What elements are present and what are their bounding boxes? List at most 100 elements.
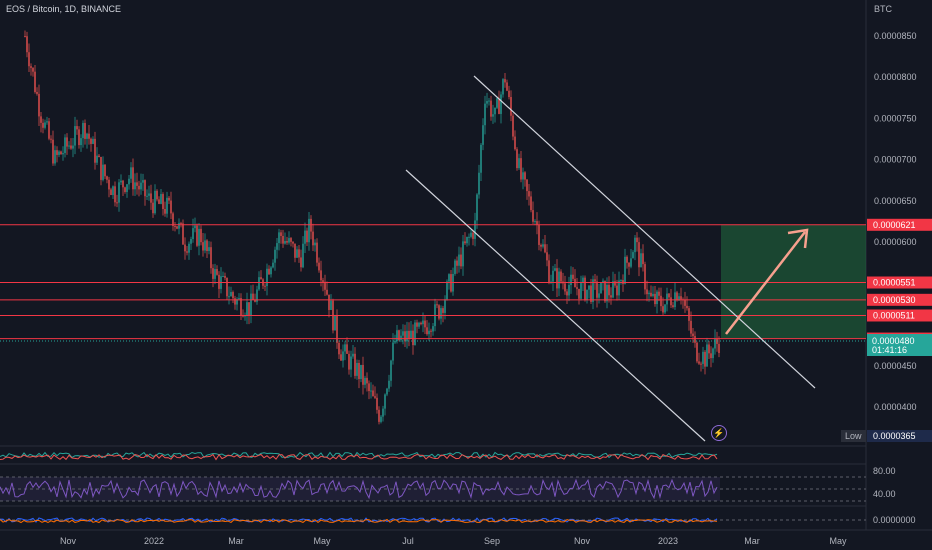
candle-body	[224, 275, 226, 278]
candle-body	[598, 293, 600, 298]
candle-body	[362, 364, 364, 385]
candle-body	[380, 416, 382, 422]
candle-body	[294, 243, 296, 258]
candle-body	[94, 138, 96, 163]
level-tag[interactable]	[867, 309, 932, 322]
candle-body	[408, 330, 410, 339]
candle-body	[472, 232, 474, 239]
candle-body	[182, 223, 184, 245]
candle-body	[502, 79, 504, 95]
candle-body	[652, 293, 654, 297]
candle-body	[416, 322, 418, 327]
candle-body	[640, 253, 642, 268]
time-label: May	[313, 536, 331, 546]
flash-icon[interactable]: ⚡	[711, 425, 727, 441]
candle-body	[542, 244, 544, 247]
candle-body	[718, 343, 720, 354]
candle-body	[534, 221, 536, 223]
candle-body	[26, 36, 28, 53]
candle-body	[282, 235, 284, 244]
candle-body	[180, 222, 182, 224]
price-tick-label: 0.0000650	[874, 196, 917, 206]
candle-body	[468, 236, 470, 238]
low-label: Low	[845, 431, 862, 441]
chart-title: EOS / Bitcoin, 1D, BINANCE	[6, 4, 122, 14]
level-tag[interactable]	[867, 218, 932, 231]
candle-body	[704, 351, 706, 367]
candle-body	[348, 353, 350, 370]
candle-body	[480, 144, 482, 173]
candle-body	[186, 251, 188, 253]
candle-body	[560, 271, 562, 282]
candle-body	[244, 315, 246, 317]
horizontal-levels	[0, 224, 866, 342]
candle-body	[314, 242, 316, 246]
candle-body	[650, 292, 652, 297]
candle-body	[158, 199, 160, 204]
candle-body	[430, 330, 432, 332]
candle-body	[662, 306, 664, 313]
candle-body	[288, 238, 290, 243]
candle-body	[340, 354, 342, 361]
candle-body	[104, 164, 106, 177]
candle-body	[464, 241, 466, 244]
candle-body	[396, 330, 398, 342]
candle-body	[692, 333, 694, 337]
candle-body	[352, 353, 354, 357]
candle-body	[694, 336, 696, 343]
candle-body	[538, 224, 540, 245]
candle-body	[280, 232, 282, 236]
candle-body	[100, 156, 102, 180]
candle-body	[202, 242, 204, 251]
candle-body	[586, 289, 588, 301]
candle-body	[594, 279, 596, 282]
candle-body	[428, 330, 430, 335]
candle-body	[686, 305, 688, 309]
candle-body	[286, 241, 288, 243]
candle-body	[300, 257, 302, 268]
candle-body	[456, 260, 458, 266]
level-tag-label: 0.0000551	[873, 278, 916, 288]
candle-body	[140, 182, 142, 190]
candle-body	[634, 237, 636, 253]
candle-body	[54, 150, 56, 164]
candle-body	[422, 320, 424, 325]
candle-body	[268, 268, 270, 275]
candle-body	[678, 296, 680, 301]
candle-body	[508, 90, 510, 98]
candle-body	[218, 274, 220, 289]
candle-body	[516, 149, 518, 169]
level-tag[interactable]	[867, 293, 932, 306]
time-label: Mar	[744, 536, 760, 546]
candle-body	[648, 292, 650, 295]
candle-body	[566, 291, 568, 296]
current-price-tag[interactable]	[867, 334, 932, 356]
level-tag[interactable]	[867, 276, 932, 289]
candle-body	[36, 92, 38, 94]
candle-body	[24, 36, 26, 37]
candle-body	[46, 121, 48, 123]
candle-body	[40, 116, 42, 123]
arrow-head	[787, 228, 809, 249]
candle-body	[488, 100, 490, 102]
candle-body	[700, 363, 702, 365]
candle-body	[258, 277, 260, 290]
candle-body	[664, 304, 666, 313]
candle-body	[384, 394, 386, 409]
low-value: 0.0000365	[873, 431, 916, 441]
current-price-label: 0.0000480	[872, 336, 915, 346]
candle-body	[350, 356, 352, 370]
candle-body	[558, 271, 560, 289]
candle-body	[364, 377, 366, 385]
candle-body	[596, 281, 598, 298]
candle-body	[432, 326, 434, 332]
candle-body	[344, 344, 346, 352]
candle-body	[616, 285, 618, 296]
candle-body	[204, 240, 206, 251]
candle-body	[178, 222, 180, 229]
candle-body	[370, 390, 372, 392]
candle-body	[208, 247, 210, 251]
candle-body	[194, 225, 196, 229]
candle-body	[230, 292, 232, 297]
